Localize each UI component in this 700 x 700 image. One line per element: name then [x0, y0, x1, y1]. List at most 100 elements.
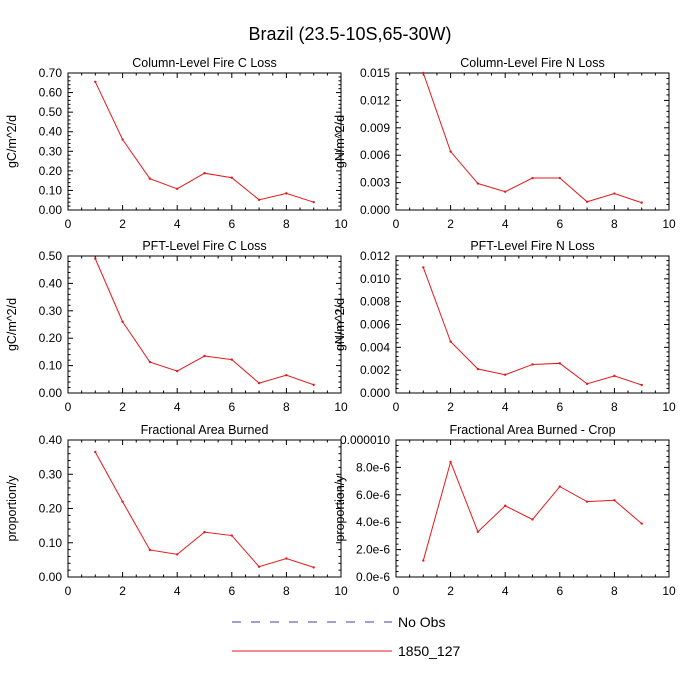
data-point: [121, 500, 124, 503]
panel-4: PFT-Level Fire N Loss 0 2 4 6 8 10 0.000 0.002 0.…: [333, 239, 676, 414]
x-tick-label: 0: [393, 217, 400, 231]
data-point: [504, 373, 507, 376]
data-point: [640, 522, 643, 525]
data-point: [203, 354, 206, 358]
y-tick-label: 0.010: [360, 272, 390, 286]
x-tick-label: 10: [662, 400, 676, 414]
plot-frame: [395, 439, 670, 578]
data-point: [504, 504, 507, 507]
plot-frame: [395, 255, 670, 394]
data-point: [176, 369, 179, 373]
x-tick-label: 2: [119, 217, 126, 231]
y-axis-label: gN/m^2/d: [333, 115, 347, 168]
data-point: [176, 187, 179, 191]
series-line-1850_127: [94, 81, 314, 203]
data-point: [613, 192, 616, 195]
x-tick-label: 2: [447, 584, 454, 598]
y-axis-label: gC/m^2/d: [5, 115, 19, 168]
y-tick-label: 0.30: [39, 304, 63, 318]
plot-frame: [67, 72, 342, 211]
data-point: [449, 150, 452, 153]
series-line-1850_127: [422, 267, 642, 386]
data-point: [613, 374, 616, 378]
y-tick-label: 0.0e-6: [356, 570, 390, 584]
y-tick-label: 0.003: [360, 176, 390, 190]
data-point: [585, 200, 589, 203]
y-tick-label: 0.006: [360, 148, 390, 162]
y-tick-label: 0.70: [39, 66, 63, 80]
data-point: [449, 340, 452, 343]
y-tick-label: 0.000: [360, 386, 390, 400]
x-tick-label: 8: [283, 217, 290, 231]
data-point: [121, 320, 124, 323]
y-tick-label: 0.10: [39, 536, 63, 550]
x-tick-label: 0: [65, 217, 72, 231]
data-point: [476, 367, 480, 371]
x-tick-label: 0: [65, 584, 72, 598]
legend: No Obs 1850_127: [232, 614, 461, 659]
data-point: [585, 500, 589, 503]
panel-5: Fractional Area Burned 0 2 4 6 8 10 0.00 0.10 0.2…: [5, 423, 348, 598]
data-point: [285, 373, 288, 377]
x-tick-label: 6: [228, 217, 235, 231]
x-tick-label: 4: [502, 584, 509, 598]
data-point: [504, 190, 507, 193]
y-tick-label: 0.30: [39, 467, 63, 481]
y-tick-label: 0.009: [360, 121, 390, 135]
data-point: [558, 362, 561, 365]
data-point: [176, 553, 179, 556]
y-tick-label: 0.002: [360, 363, 390, 377]
x-tick-label: 10: [662, 217, 676, 231]
data-point: [640, 383, 643, 387]
y-tick-label: 0.40: [39, 433, 63, 447]
data-point: [230, 176, 233, 179]
x-tick-label: 0: [393, 584, 400, 598]
data-point: [312, 200, 315, 204]
x-tick-label: 0: [393, 400, 400, 414]
y-tick-label: 2.0e-6: [356, 543, 390, 557]
panel-title: Fractional Area Burned: [141, 423, 269, 437]
x-tick-label: 2: [447, 400, 454, 414]
data-point: [613, 499, 616, 502]
main-title: Brazil (23.5-10S,65-30W): [248, 24, 451, 44]
x-tick-label: 8: [611, 584, 618, 598]
y-tick-label: 8.0e-6: [356, 460, 390, 474]
data-point: [640, 201, 643, 204]
series-line-1850_127: [94, 451, 314, 568]
y-tick-label: 0.004: [360, 340, 390, 354]
x-tick-label: 8: [611, 400, 618, 414]
y-tick-label: 0.00: [39, 203, 63, 217]
y-tick-label: 0.20: [39, 164, 63, 178]
panel-title: Column-Level Fire N Loss: [460, 56, 605, 70]
data-point: [285, 192, 288, 195]
data-point: [422, 266, 425, 269]
x-tick-label: 2: [119, 584, 126, 598]
x-tick-label: 8: [611, 217, 618, 231]
panel-2: Column-Level Fire N Loss 0 2 4 6 8 10 0.000 0.00…: [333, 56, 676, 231]
x-tick-label: 0: [65, 400, 72, 414]
y-tick-label: 0.000: [360, 203, 390, 217]
x-tick-label: 8: [283, 400, 290, 414]
data-point: [558, 485, 561, 488]
panel-6: Fractional Area Burned - Crop 0 2 4 6 8 10 0.0e…: [333, 423, 676, 598]
data-point: [230, 534, 233, 537]
x-tick-label: 4: [502, 400, 509, 414]
y-tick-label: 0.20: [39, 331, 63, 345]
series-line-1850_127: [422, 72, 642, 204]
x-tick-label: 10: [662, 584, 676, 598]
y-tick-label: 0.015: [360, 66, 390, 80]
y-tick-label: 0.012: [360, 249, 390, 263]
y-tick-label: 0.10: [39, 359, 63, 373]
panel-3: PFT-Level Fire C Loss 0 2 4 6 8 10 0.00 0.10 0.20…: [5, 239, 348, 414]
y-tick-label: 0.20: [39, 502, 63, 516]
x-tick-label: 6: [556, 400, 563, 414]
y-axis-label: proportion/y: [5, 475, 19, 542]
series-line-1850_127: [94, 258, 314, 386]
data-point: [121, 138, 124, 141]
data-point: [148, 177, 152, 180]
y-tick-label: 0.60: [39, 86, 63, 100]
plot-frame: [67, 255, 342, 394]
y-tick-label: 0.30: [39, 144, 63, 158]
data-point: [203, 530, 206, 534]
